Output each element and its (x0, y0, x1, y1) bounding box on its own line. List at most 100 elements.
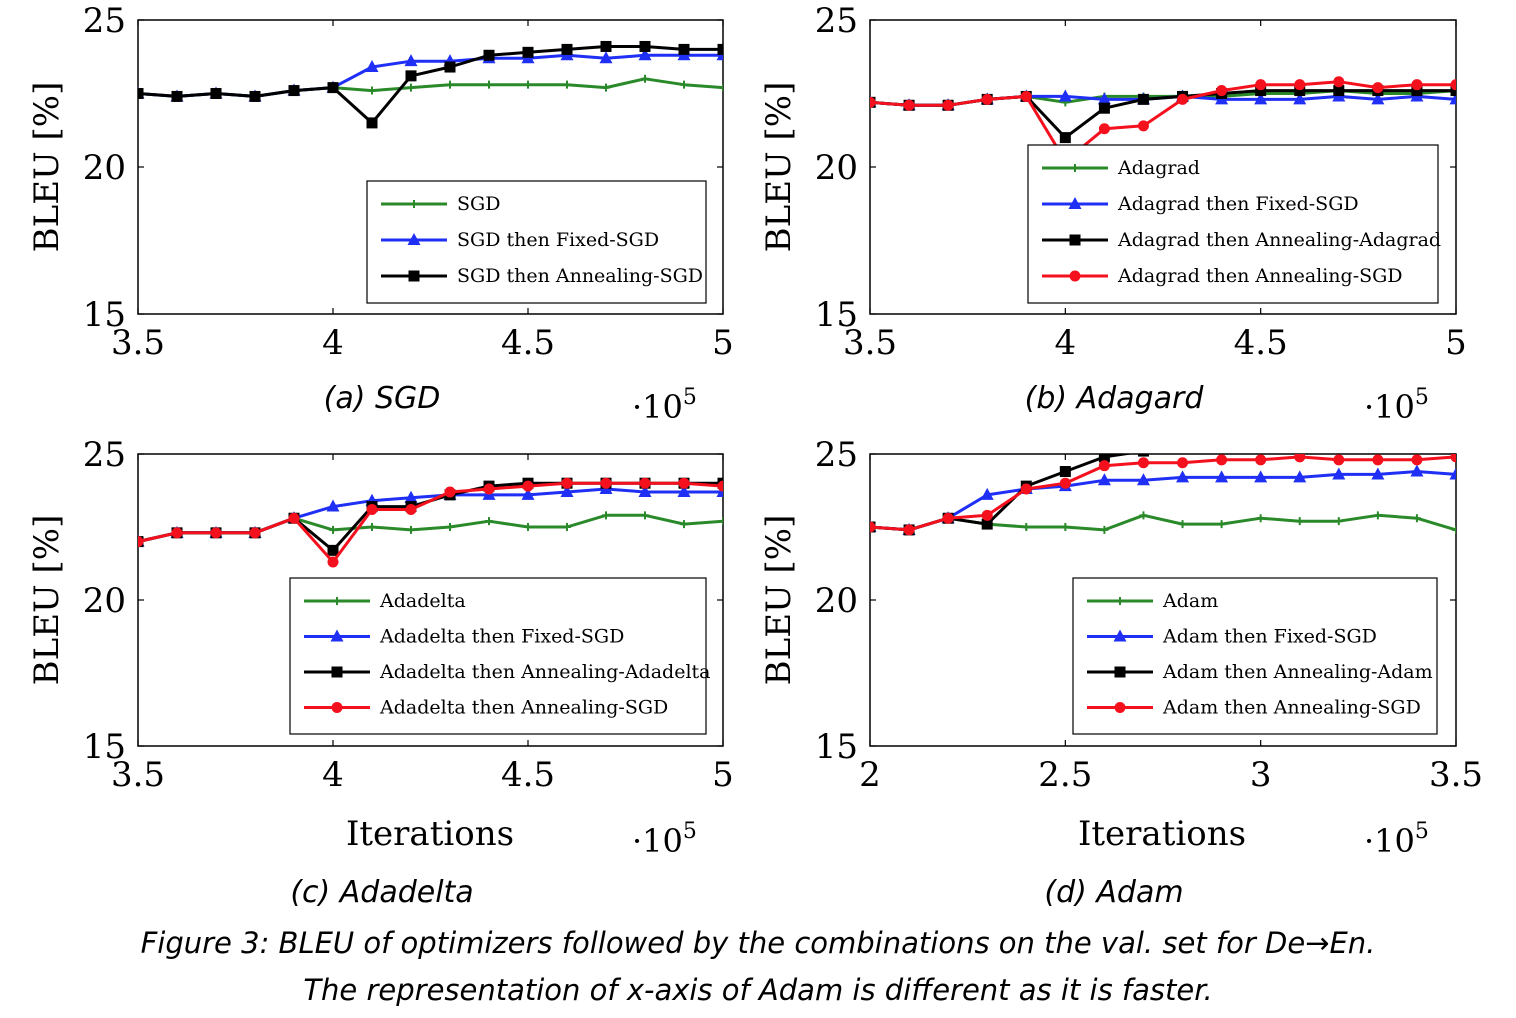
data-point (602, 511, 610, 520)
data-point (561, 43, 573, 55)
data-point (1450, 85, 1456, 97)
data-point (639, 477, 651, 489)
data-point (1332, 467, 1346, 480)
data-point (1255, 79, 1267, 91)
subfigure-caption: (c) Adadelta (290, 875, 473, 910)
data-point (1371, 92, 1385, 105)
data-point (1293, 470, 1307, 483)
data-point (1294, 437, 1305, 448)
data-point (483, 483, 495, 495)
y-tick-label: 15 (815, 727, 858, 767)
x-axis-multiplier: ·105 (1364, 385, 1429, 426)
data-point (368, 523, 376, 531)
data-point (1020, 483, 1032, 495)
data-point (446, 80, 454, 89)
data-point (1410, 464, 1424, 477)
data-point (1020, 90, 1032, 102)
data-point (1137, 93, 1149, 105)
y-axis-label: BLEU [%] (759, 82, 799, 253)
legend-label: Adagrad then Annealing-SGD (1117, 265, 1403, 287)
x-tick-label: 3.5 (111, 755, 165, 795)
data-point (561, 477, 573, 489)
data-point (717, 480, 723, 492)
x-tick-label: 3.5 (111, 323, 165, 363)
data-point (1098, 123, 1110, 135)
data-point (1333, 76, 1345, 88)
data-point (600, 40, 612, 52)
legend-marker (410, 200, 418, 208)
x-axis-label: Iterations (346, 814, 514, 854)
data-point (680, 520, 688, 529)
legend-label: Adagrad then Fixed-SGD (1117, 193, 1359, 215)
legend-marker (1116, 597, 1124, 605)
series-line-3 (138, 45, 723, 125)
data-point (1137, 454, 1149, 457)
y-tick-label: 20 (83, 148, 126, 188)
data-point (641, 511, 649, 520)
data-point (171, 527, 183, 539)
y-axis-label: BLEU [%] (27, 82, 67, 253)
series-line-3 (870, 454, 1135, 532)
data-point (1255, 454, 1267, 466)
legend-marker (331, 666, 343, 678)
data-point (678, 477, 690, 489)
data-point (210, 88, 222, 99)
data-point (942, 512, 954, 524)
y-tick-label: 15 (83, 727, 126, 767)
data-point (485, 80, 493, 89)
data-point (560, 484, 574, 497)
data-point (1254, 92, 1268, 105)
data-point (405, 70, 417, 82)
data-point (1450, 454, 1456, 463)
data-point (288, 85, 300, 97)
data-point (1333, 454, 1345, 466)
series-line-4 (870, 455, 1456, 532)
data-point (444, 61, 456, 73)
data-point (1098, 102, 1110, 114)
data-point (600, 477, 612, 489)
legend-label: Adadelta then Annealing-SGD (379, 697, 668, 719)
data-point (365, 60, 379, 73)
data-point (1137, 457, 1149, 469)
figure-caption-line-1: Figure 3: BLEU of optimizers followed by… (140, 926, 1376, 960)
data-point (870, 521, 876, 533)
y-tick-label: 25 (83, 1, 126, 41)
data-point (1371, 467, 1385, 480)
legend-marker (1068, 197, 1082, 209)
legend-label: SGD then Annealing-SGD (457, 265, 703, 287)
y-tick-label: 25 (815, 1, 858, 41)
data-point (981, 93, 993, 105)
y-tick-label: 20 (815, 148, 858, 188)
legend-label: SGD (457, 193, 500, 215)
series-group (138, 477, 723, 568)
chart-panel-3: 15 20 25 3.5 4 4.5 5 BLEU [%] Iterations ·105 Adad… (27, 435, 734, 910)
legend: Adadelta Adadelta then Fixed-SGD Adadelta … (289, 577, 711, 735)
data-point (1058, 89, 1072, 102)
data-point (1216, 85, 1228, 97)
subfigure-caption: (d) Adam (1044, 875, 1183, 910)
data-point (1449, 467, 1456, 480)
data-point (405, 503, 417, 515)
chart-panel-1: 15 20 25 3.5 4 4.5 5 BLEU [%] ·105 SGD SGD then Fi… (27, 1, 734, 426)
data-point (522, 46, 534, 58)
series-line-4 (138, 481, 723, 564)
data-point (903, 99, 915, 111)
legend-marker (1113, 629, 1127, 642)
data-point (870, 96, 876, 108)
data-point (407, 525, 415, 534)
data-point (1255, 85, 1267, 97)
data-point (1333, 85, 1345, 97)
data-point (1372, 440, 1383, 451)
data-point (326, 499, 340, 512)
data-point (1254, 470, 1268, 483)
data-point (1294, 85, 1306, 97)
legend: SGD SGD then Fixed-SGD SGD then Annealing-… (366, 180, 707, 304)
data-point (677, 484, 691, 497)
data-point (1295, 517, 1304, 526)
data-point (1178, 520, 1187, 529)
data-point (717, 43, 723, 55)
data-point (638, 48, 652, 61)
data-point (641, 74, 649, 83)
data-point (1177, 457, 1189, 469)
y-tick-label: 15 (83, 295, 126, 335)
